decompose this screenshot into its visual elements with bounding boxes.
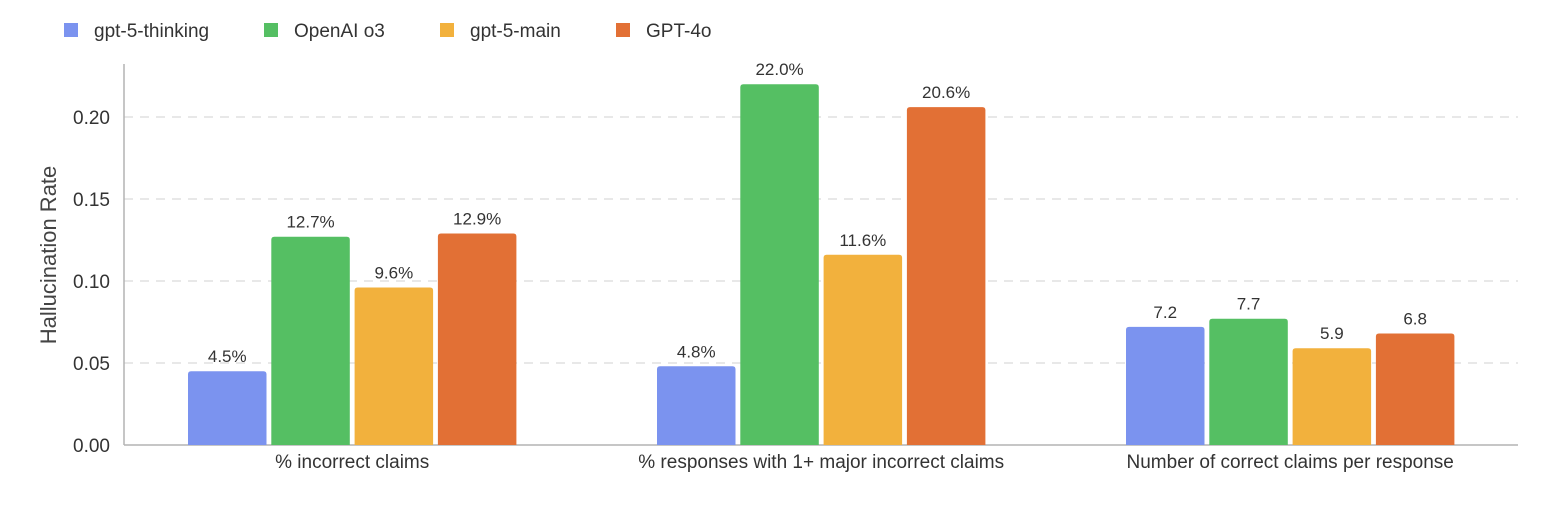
- x-category-label: % incorrect claims: [275, 452, 429, 473]
- bar: [437, 233, 517, 445]
- bar: [1126, 326, 1205, 445]
- bar-value-label: 6.8: [1403, 309, 1427, 328]
- legend-label: gpt-5-thinking: [94, 21, 209, 42]
- bar-value-label: 11.6%: [839, 231, 886, 250]
- x-category-label: Number of correct claims per response: [1127, 452, 1454, 473]
- bar: [740, 84, 819, 445]
- bar-value-label: 7.7: [1237, 295, 1261, 314]
- bar-value-label: 22.0%: [755, 60, 803, 79]
- legend: gpt-5-thinking OpenAI o3 gpt-5-main GPT-4o: [64, 21, 711, 42]
- bar-value-label: 12.9%: [453, 209, 501, 228]
- bars: [188, 84, 1455, 445]
- bar: [823, 254, 903, 445]
- legend-swatch: [616, 23, 630, 37]
- bar: [354, 287, 434, 445]
- legend-swatch: [64, 23, 78, 37]
- y-tick-label: 0.05: [73, 354, 110, 375]
- bar-value-label: 7.2: [1153, 303, 1177, 322]
- bar: [657, 366, 736, 445]
- legend-label: GPT-4o: [646, 21, 711, 42]
- bar: [1209, 318, 1288, 445]
- bar-value-label: 4.5%: [208, 347, 247, 366]
- bar-value-label: 4.8%: [677, 342, 716, 361]
- bar: [271, 236, 350, 445]
- legend-label: gpt-5-main: [470, 21, 561, 42]
- legend-swatch: [264, 23, 278, 37]
- bar-value-label: 9.6%: [374, 264, 413, 283]
- data-labels: 4.5% 12.7% 9.6% 12.9% 4.8% 22.0% 11.6% 20.6% 7.2…: [208, 60, 1427, 366]
- y-axis-label: Hallucination Rate: [36, 166, 61, 345]
- y-tick-label: 0.15: [73, 190, 110, 211]
- bar-value-label: 20.6%: [922, 83, 970, 102]
- bar: [906, 107, 986, 445]
- legend-label: OpenAI o3: [294, 21, 385, 42]
- bar: [1292, 348, 1372, 445]
- legend-swatch: [440, 23, 454, 37]
- y-tick-label: 0.20: [73, 108, 110, 129]
- bar-value-label: 5.9: [1320, 324, 1344, 343]
- bar: [188, 371, 267, 445]
- bar: [1375, 333, 1455, 445]
- y-tick-label: 0.00: [73, 436, 110, 457]
- x-category-label: % responses with 1+ major incorrect clai…: [638, 452, 1004, 473]
- y-tick-label: 0.10: [73, 272, 110, 293]
- bar-value-label: 12.7%: [286, 213, 334, 232]
